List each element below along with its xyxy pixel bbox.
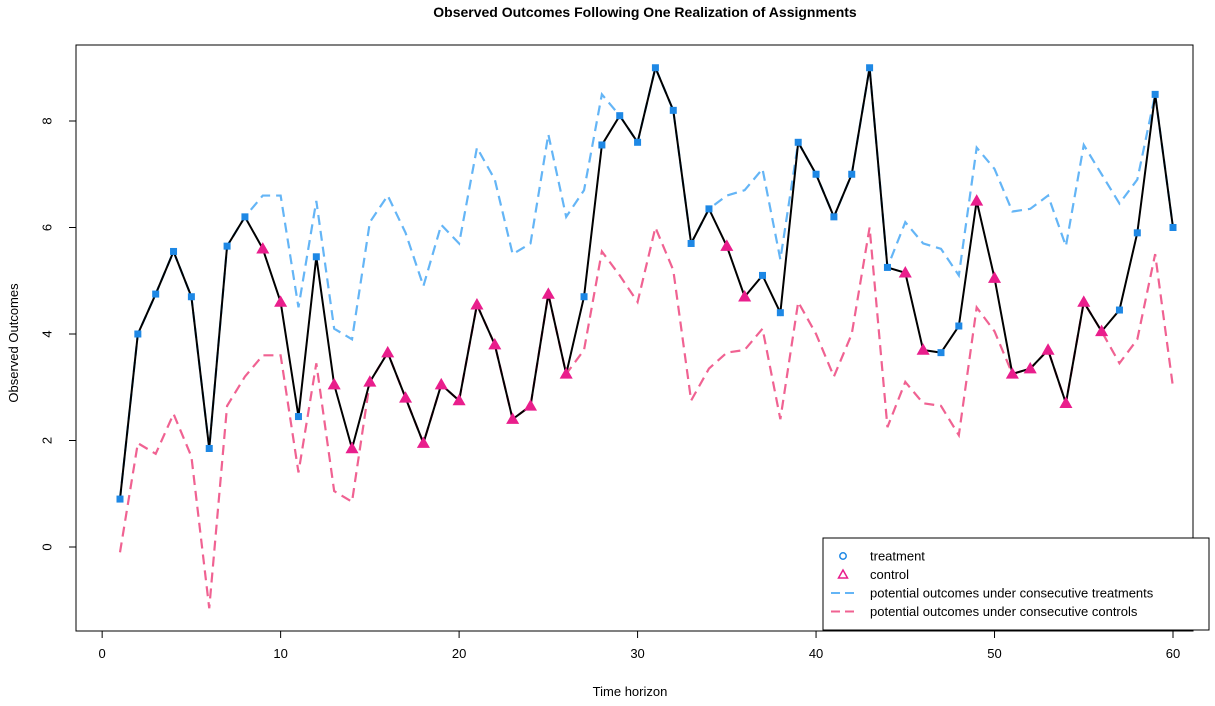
control-point	[363, 375, 377, 387]
control-point	[1005, 367, 1019, 379]
legend-treatment-marker	[839, 552, 847, 560]
series-line-potential-control	[118, 223, 1175, 609]
y-axis: 0 2 4 6 8	[39, 117, 77, 551]
treatment-point	[134, 330, 142, 338]
treatment-point	[759, 271, 767, 279]
legend-label: potential outcomes under consecutive con…	[870, 604, 1138, 619]
y-tick-label: 8	[39, 117, 54, 124]
treatment-point	[312, 253, 320, 261]
x-axis-label: Time horizon	[593, 684, 668, 699]
y-tick-label: 0	[39, 543, 54, 550]
x-axis: 0 10 20 30 40 50 60	[99, 630, 1180, 661]
legend-label: potential outcomes under consecutive tre…	[870, 586, 1154, 601]
x-tick-label: 60	[1166, 646, 1180, 661]
treatment-point	[830, 213, 838, 221]
control-point	[256, 242, 270, 254]
y-tick-label: 2	[39, 437, 54, 444]
control-point	[399, 391, 413, 403]
series-line-observed	[119, 64, 1174, 500]
control-point	[1023, 361, 1037, 374]
control-point	[738, 290, 752, 302]
control-point	[1077, 295, 1091, 307]
control-point	[488, 337, 502, 350]
y-tick-label: 6	[39, 224, 54, 231]
legend-control-marker	[837, 568, 849, 579]
x-tick-label: 50	[987, 646, 1001, 661]
control-point	[970, 194, 984, 206]
series-line-potential-treatment	[118, 64, 1175, 500]
treatment-point	[152, 290, 160, 298]
chart-title: Observed Outcomes Following One Realizat…	[433, 4, 857, 20]
x-tick-label: 40	[809, 646, 823, 661]
treatment-point	[598, 141, 606, 149]
treatment-point	[170, 247, 178, 255]
treatment-point	[955, 322, 963, 330]
treatment-point	[1115, 306, 1123, 314]
control-point	[506, 412, 520, 424]
treatment-point	[848, 170, 856, 178]
treatment-point	[223, 242, 231, 250]
treatment-point	[937, 349, 945, 357]
treatment-point	[1169, 224, 1177, 231]
series-layer	[118, 64, 1175, 609]
treatment-point	[651, 64, 659, 72]
control-point	[720, 239, 734, 251]
control-point	[541, 287, 555, 299]
control-point	[416, 436, 430, 448]
legend-box	[822, 537, 1210, 631]
control-point	[274, 295, 288, 307]
treatment-point	[580, 293, 588, 301]
control-point	[1041, 343, 1055, 355]
control-point	[898, 266, 912, 278]
treatment-point	[616, 112, 624, 120]
treatment-point	[634, 138, 642, 146]
x-tick-label: 10	[273, 646, 287, 661]
legend-label: treatment	[870, 549, 925, 564]
treatment-point	[687, 239, 695, 247]
control-point	[434, 377, 448, 390]
legend: treatment control potential outcomes under…	[822, 537, 1210, 631]
treatment-point	[1151, 90, 1159, 98]
treatment-point	[776, 309, 784, 317]
control-point	[327, 377, 341, 390]
treatment-point	[866, 64, 874, 72]
x-tick-label: 20	[452, 646, 466, 661]
treatment-point	[241, 213, 249, 221]
treatment-point	[205, 444, 213, 452]
treatment-point	[794, 138, 802, 146]
control-point	[381, 345, 395, 358]
treatment-point	[1133, 229, 1141, 237]
control-point	[1095, 324, 1109, 337]
treatment-point	[812, 170, 820, 178]
control-point	[559, 367, 573, 379]
control-point	[523, 399, 538, 411]
y-axis-label: Observed Outcomes	[6, 283, 21, 403]
y-tick-label: 4	[39, 330, 54, 337]
x-tick-label: 0	[99, 646, 106, 661]
control-point	[345, 441, 359, 454]
control-point	[1059, 396, 1073, 408]
treatment-point	[883, 263, 891, 271]
treatment-point	[705, 205, 713, 213]
points-layer	[116, 64, 1177, 503]
treatment-point	[116, 495, 124, 503]
treatment-point	[187, 293, 195, 301]
treatment-point	[669, 106, 677, 114]
treatment-point	[294, 413, 302, 421]
control-point	[470, 298, 484, 310]
x-tick-label: 30	[630, 646, 644, 661]
legend-label: control	[870, 567, 909, 582]
control-point	[916, 343, 930, 355]
control-point	[987, 271, 1002, 283]
control-point	[452, 393, 466, 406]
